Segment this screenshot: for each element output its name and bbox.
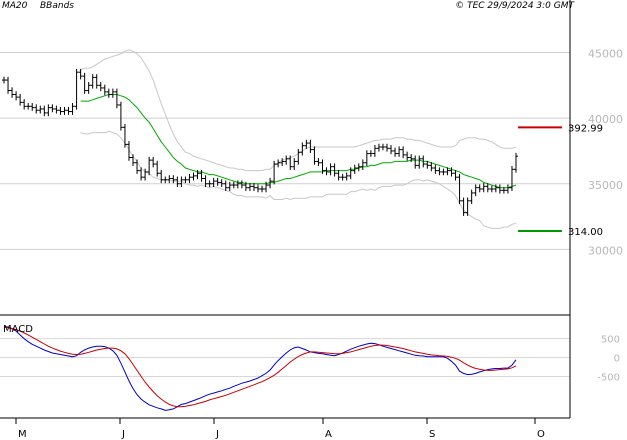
macd-series-line [3,326,517,411]
macd-series-line [3,326,517,408]
x-tick-label: O [537,429,545,440]
x-tick-label: S [429,429,435,440]
macd-title: MACD [3,324,33,335]
macd-lines [3,326,517,411]
x-tick-label: M [18,429,27,440]
price-y-axis: 30000 35000 40000 45000 [588,48,623,258]
macd-panel: -500 0 500 MACD [0,324,620,411]
price-tick-label: 30000 [588,244,623,257]
x-tick-label: A [325,429,332,440]
copyright-text: © TEC 29/9/2024 3:0 GMT [455,1,575,11]
macd-tick-label: 500 [601,335,620,346]
price-gridlines [0,52,570,250]
x-tick-label: J [215,429,219,440]
price-tick-label: 40000 [588,113,623,126]
macd-gridlines [0,338,570,377]
price-panel-frame [0,0,570,315]
bbands-legend: BBands [40,1,74,11]
level-label: 392.99 [568,123,603,134]
ohlc-bars [2,68,518,216]
ma20-line [80,94,517,189]
price-levels: 392.99 314.00 [518,123,603,238]
x-tick-label: J [121,429,125,440]
ma20-path [80,94,517,189]
macd-tick-label: 0 [614,354,620,365]
bband-line [80,130,517,229]
price-tick-label: 35000 [588,179,623,192]
price-panel: 30000 35000 40000 45000 392.99 314.00 [0,0,623,315]
ma20-legend: MA20 [2,1,28,11]
macd-tick-label: -500 [597,372,620,383]
price-tick-label: 45000 [588,48,623,61]
macd-y-axis: -500 0 500 [597,335,620,384]
level-label: 314.00 [568,227,603,238]
